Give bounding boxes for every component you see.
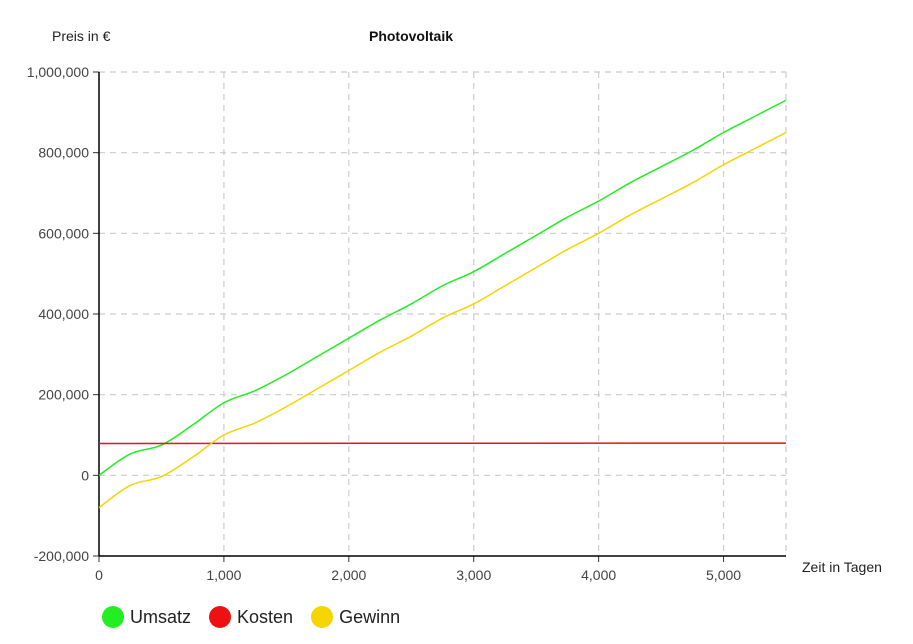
tick-labels: -200,000 0 200,000 400,000 600,000 800,000 1,0… (27, 64, 742, 583)
x-tick-label: 5,000 (706, 567, 741, 583)
x-tick-label: 4,000 (581, 567, 616, 583)
x-tick-label: 3,000 (456, 567, 491, 583)
y-tick-label: 400,000 (38, 306, 89, 322)
legend-item-umsatz[interactable]: Umsatz (102, 606, 191, 628)
series-line-gewinn (98, 131, 787, 509)
series-lines (98, 99, 787, 509)
axes (93, 71, 786, 562)
x-tick-label: 2,000 (331, 567, 366, 583)
y-tick-label: 600,000 (38, 225, 89, 241)
legend-swatch-umsatz (102, 606, 124, 628)
y-tick-label: 200,000 (38, 387, 89, 403)
y-tick-label: 0 (81, 467, 89, 483)
x-tick-label: 1,000 (206, 567, 241, 583)
legend-label-kosten: Kosten (237, 606, 294, 627)
legend-label-gewinn: Gewinn (339, 606, 401, 627)
x-axis-label: Zeit in Tagen (802, 559, 882, 575)
legend-item-kosten[interactable]: Kosten (209, 606, 293, 628)
legend-label-umsatz: Umsatz (130, 606, 192, 627)
legend: Umsatz Kosten Gewinn (102, 606, 400, 628)
chart-title: Photovoltaik (369, 28, 453, 44)
y-axis-label: Preis in € (52, 28, 111, 44)
y-tick-label: -200,000 (34, 548, 89, 564)
legend-item-gewinn[interactable]: Gewinn (311, 606, 400, 628)
x-tick-label: 0 (95, 567, 103, 583)
line-chart: -200,000 0 200,000 400,000 600,000 800,000 1,0… (27, 28, 882, 583)
grid-lines (99, 71, 787, 556)
series-line-umsatz (98, 99, 787, 476)
legend-swatch-kosten (209, 606, 232, 628)
y-tick-label: 1,000,000 (27, 64, 89, 80)
y-tick-label: 800,000 (38, 145, 89, 161)
legend-swatch-gewinn (311, 606, 334, 628)
